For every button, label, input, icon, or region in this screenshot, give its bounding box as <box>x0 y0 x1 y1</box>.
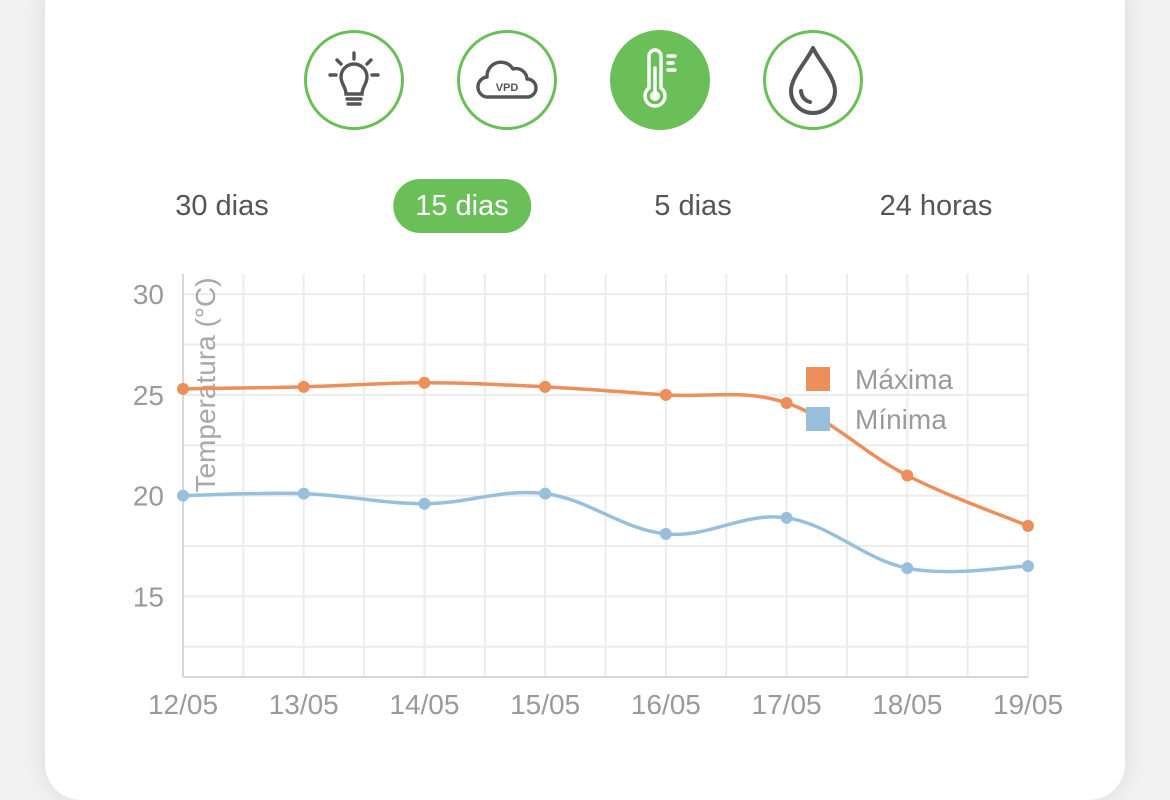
y-axis-ticks: 15 20 25 30 <box>133 279 164 612</box>
max-temperature-point <box>177 382 189 395</box>
y-tick-label: 20 <box>133 481 164 512</box>
max-temperature-line <box>182 381 1029 528</box>
x-tick-label: 19/05 <box>993 689 1063 720</box>
min-temperature-point <box>539 487 552 500</box>
min-temperature-legend-swatch <box>806 407 830 431</box>
x-tick-label: 12/05 <box>148 689 218 720</box>
chart-legend: Máxima Mínima <box>806 364 953 435</box>
min-temperature-point <box>780 511 793 524</box>
max-temperature-point <box>418 376 431 389</box>
vpd-cloud-icon: VPD <box>476 60 538 99</box>
vpd-label: VPD <box>496 82 519 94</box>
humidity-sensor-button[interactable] <box>763 30 863 130</box>
vpd-sensor-button[interactable]: VPD <box>457 30 557 130</box>
max-temperature-legend-label: Máxima <box>855 364 953 395</box>
range-tab-15-dias[interactable]: 15 dias <box>393 179 531 233</box>
x-tick-label: 16/05 <box>631 689 701 720</box>
light-sensor-button[interactable] <box>304 30 404 130</box>
max-temperature-legend-swatch <box>806 367 830 391</box>
temperature-sensor-button[interactable] <box>610 30 710 130</box>
min-temperature-point <box>901 562 914 575</box>
min-temperature-legend-label: Mínima <box>855 404 947 435</box>
min-temperature-point <box>177 489 189 502</box>
min-temperature-point <box>659 527 672 540</box>
min-temperature-point <box>418 497 431 510</box>
max-temperature-point <box>901 469 914 482</box>
x-tick-label: 14/05 <box>389 689 459 720</box>
chart-series <box>177 376 1034 575</box>
max-temperature-point <box>297 380 310 393</box>
min-temperature-point <box>297 487 310 500</box>
chart-grid <box>182 274 1029 678</box>
range-tab-24-horas[interactable]: 24 horas <box>879 190 993 222</box>
x-tick-label: 17/05 <box>752 689 822 720</box>
min-temperature-point <box>1022 560 1034 573</box>
chart-card <box>45 0 1125 800</box>
thermometer-icon <box>643 48 677 108</box>
x-tick-label: 15/05 <box>510 689 580 720</box>
max-temperature-point <box>659 388 672 401</box>
x-axis-ticks: 12/05 13/05 14/05 15/05 16/05 17/05 18/05 19/05 <box>148 689 1063 720</box>
y-tick-label: 15 <box>133 581 164 612</box>
water-drop-icon <box>789 46 837 115</box>
range-tab-30-dias[interactable]: 30 dias <box>175 190 269 222</box>
y-axis-title: Temperatura (°C) <box>190 277 221 492</box>
y-tick-label: 25 <box>133 380 164 411</box>
y-tick-label: 30 <box>133 279 164 310</box>
range-tab-5-dias[interactable]: 5 dias <box>654 190 732 222</box>
max-temperature-point <box>780 396 793 409</box>
lightbulb-icon <box>328 51 380 106</box>
max-temperature-point <box>1022 519 1034 532</box>
x-tick-label: 18/05 <box>872 689 942 720</box>
min-temperature-line <box>182 490 1029 574</box>
max-temperature-point <box>539 380 552 393</box>
x-tick-label: 13/05 <box>269 689 339 720</box>
